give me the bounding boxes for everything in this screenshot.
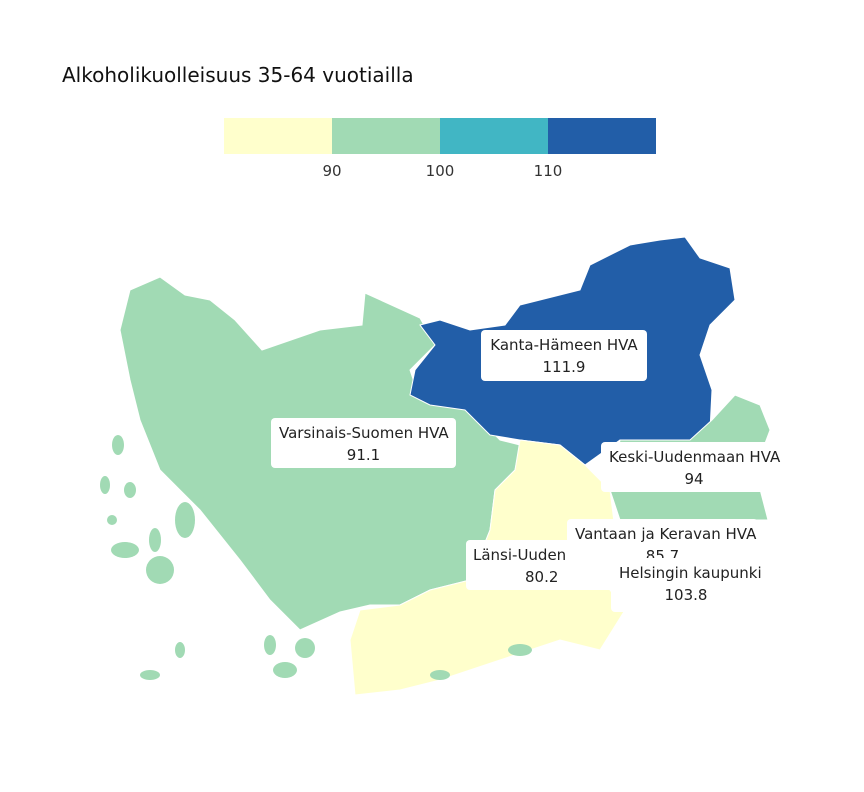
region-label-helsinki[interactable]: Helsingin kaupunki 103.8 bbox=[611, 558, 761, 612]
island bbox=[124, 482, 136, 498]
region-name: Vantaan ja Keravan HVA bbox=[575, 525, 757, 543]
island bbox=[264, 635, 276, 655]
island bbox=[111, 542, 139, 558]
legend-swatch-2 bbox=[332, 118, 440, 154]
island bbox=[140, 670, 160, 680]
region-label-keski-uusimaa[interactable]: Keski-Uudenmaan HVA 94 bbox=[601, 442, 787, 492]
region-value: 103.8 bbox=[664, 586, 708, 604]
legend-swatch-3 bbox=[440, 118, 548, 154]
region-name: Helsingin kaupunki bbox=[619, 564, 761, 582]
legend-tick: 90 bbox=[322, 162, 342, 180]
island bbox=[100, 476, 110, 494]
map-title: Alkoholikuolleisuus 35-64 vuotiailla bbox=[62, 63, 414, 87]
island bbox=[146, 556, 174, 584]
region-name: Keski-Uudenmaan HVA bbox=[609, 448, 781, 466]
island bbox=[247, 533, 263, 557]
island bbox=[430, 670, 450, 680]
island bbox=[273, 662, 297, 678]
region-value: 111.9 bbox=[542, 358, 586, 376]
region-name: Varsinais-Suomen HVA bbox=[279, 424, 449, 442]
color-legend bbox=[224, 118, 656, 154]
region-label-varsinais-suomi[interactable]: Varsinais-Suomen HVA 91.1 bbox=[271, 418, 456, 468]
region-value: 80.2 bbox=[525, 568, 559, 586]
region-label-kanta-hame[interactable]: Kanta-Hämeen HVA 111.9 bbox=[481, 330, 647, 381]
legend-tick: 110 bbox=[533, 162, 563, 180]
region-name: Kanta-Hämeen HVA bbox=[490, 336, 638, 354]
island bbox=[508, 644, 532, 656]
island bbox=[203, 470, 227, 510]
legend-tick: 100 bbox=[425, 162, 455, 180]
legend-swatch-1 bbox=[224, 118, 332, 154]
legend-swatch-4 bbox=[548, 118, 656, 154]
island bbox=[107, 515, 117, 525]
region-value: 91.1 bbox=[346, 446, 381, 464]
island bbox=[175, 502, 195, 538]
island bbox=[295, 638, 315, 658]
island bbox=[149, 528, 161, 552]
island bbox=[112, 435, 124, 455]
region-value: 94 bbox=[684, 470, 704, 488]
island bbox=[175, 642, 185, 658]
